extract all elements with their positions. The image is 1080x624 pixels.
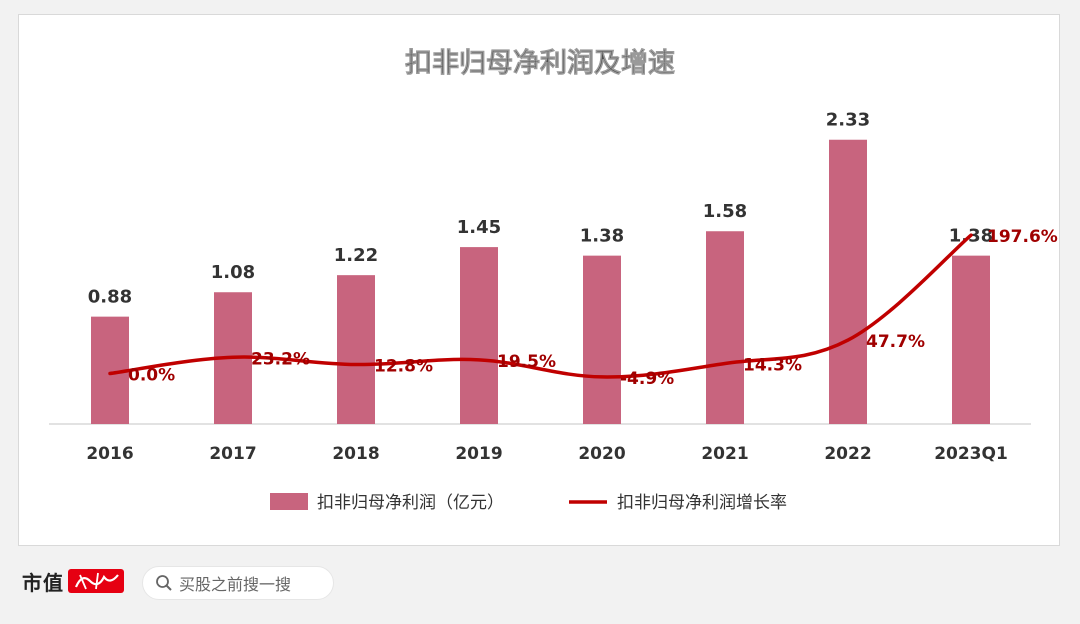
chart-panel: 扣非归母净利润及增速 0.88 1.08 1.22 1.45 1.38 1.58 2.33 1… bbox=[18, 14, 1060, 546]
line-data-label: 197.6% bbox=[987, 227, 1058, 247]
bar-2018 bbox=[337, 275, 375, 424]
brand-logo-icon bbox=[68, 569, 124, 593]
bar-data-label: 1.58 bbox=[703, 201, 747, 222]
bar-2020 bbox=[583, 255, 621, 424]
line-data-label: 0.0% bbox=[128, 366, 175, 386]
legend-bar-swatch bbox=[270, 493, 308, 510]
x-tick-label: 2020 bbox=[578, 444, 625, 464]
line-data-label: 12.8% bbox=[374, 357, 433, 377]
footer-bar: 市值 买股之前搜一搜 bbox=[0, 548, 1080, 624]
bar-data-label: 1.45 bbox=[457, 217, 501, 238]
search-icon bbox=[156, 575, 172, 591]
line-data-label: 19.5% bbox=[497, 352, 556, 372]
x-tick-label: 2023Q1 bbox=[934, 444, 1008, 464]
x-tick-label: 2019 bbox=[455, 444, 502, 464]
search-placeholder: 买股之前搜一搜 bbox=[179, 575, 292, 594]
line-data-label: -4.9% bbox=[620, 369, 674, 389]
x-tick-label: 2021 bbox=[701, 444, 748, 464]
line-data-label: 14.3% bbox=[743, 355, 802, 375]
bar-data-label: 1.08 bbox=[211, 262, 255, 283]
bar-data-label: 1.22 bbox=[334, 245, 378, 266]
chart: 扣非归母净利润及增速 0.88 1.08 1.22 1.45 1.38 1.58 2.33 1… bbox=[49, 47, 1058, 513]
chart-title: 扣非归母净利润及增速 bbox=[405, 47, 675, 79]
line-data-label: 47.7% bbox=[866, 332, 925, 352]
bar-2019 bbox=[460, 247, 498, 424]
bar-2022 bbox=[829, 139, 867, 424]
legend: 扣非归母净利润（亿元） 扣非归母净利润增长率 bbox=[270, 493, 787, 513]
x-tick-label: 2018 bbox=[332, 444, 379, 464]
legend-line-label: 扣非归母净利润增长率 bbox=[617, 493, 787, 513]
growth-series-line bbox=[108, 233, 973, 379]
x-tick-label: 2022 bbox=[824, 444, 871, 464]
bar-data-label: 0.88 bbox=[88, 287, 132, 308]
line-data-label: 23.2% bbox=[251, 349, 310, 369]
x-tick-label: 2017 bbox=[209, 444, 256, 464]
bar-data-label: 2.33 bbox=[826, 110, 870, 131]
bar-2021 bbox=[706, 231, 744, 424]
brand-logo[interactable]: 市值 bbox=[22, 564, 124, 598]
x-tick-label: 2016 bbox=[86, 444, 133, 464]
legend-bar-label: 扣非归母净利润（亿元） bbox=[317, 493, 504, 513]
brand-text: 市值 bbox=[22, 570, 64, 595]
search-input[interactable]: 买股之前搜一搜 bbox=[142, 566, 334, 600]
bar-data-label: 1.38 bbox=[580, 226, 624, 247]
bar-2023Q1 bbox=[952, 255, 990, 424]
